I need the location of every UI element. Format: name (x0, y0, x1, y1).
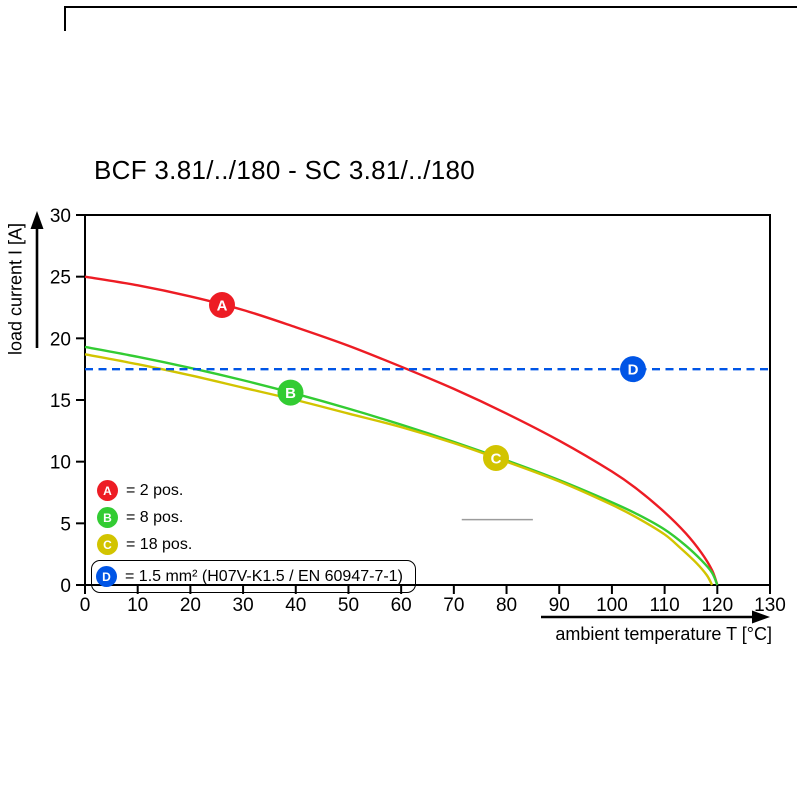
y-tick-label: 20 (50, 329, 71, 350)
x-tick-label: 70 (443, 595, 464, 616)
x-tick-label: 50 (338, 595, 359, 616)
y-tick-label: 10 (50, 453, 71, 474)
legend-item-a: A = 2 pos. (97, 477, 416, 504)
legend-marker-b: B (97, 507, 118, 528)
x-tick-label: 20 (180, 595, 201, 616)
legend-label-a: = 2 pos. (126, 481, 184, 499)
page-corner-mark (64, 6, 797, 31)
legend-label-c: = 18 pos. (126, 535, 193, 553)
curve-point-marker-D (620, 356, 646, 383)
legend-item-d: D = 1.5 mm² (H07V-K1.5 / EN 60947-7-1) (91, 560, 416, 593)
curve-point-marker-A (209, 292, 235, 319)
x-tick-label: 40 (285, 595, 306, 616)
legend-label-b: = 8 pos. (126, 508, 184, 526)
legend-item-b: B = 8 pos. (97, 504, 416, 531)
x-tick-label: 100 (596, 595, 628, 616)
curve-point-letter-D: D (628, 362, 639, 379)
x-axis-arrow-head (752, 610, 770, 624)
legend-item-c: C = 18 pos. (97, 531, 416, 558)
legend-marker-a: A (97, 480, 118, 501)
y-tick-label: 5 (60, 514, 71, 535)
y-axis-ticks: 0 5 10 15 20 25 30 (50, 206, 84, 597)
x-tick-label: 0 (80, 595, 91, 616)
x-tick-label: 10 (127, 595, 148, 616)
curve-point-marker-C (483, 444, 509, 471)
y-axis-arrow-head (30, 211, 44, 229)
x-tick-label: 80 (496, 595, 517, 616)
x-tick-label: 120 (701, 595, 733, 616)
x-tick-label: 30 (233, 595, 254, 616)
y-tick-label: 25 (50, 268, 71, 289)
x-tick-label: 90 (549, 595, 570, 616)
curve-point-letter-A: A (217, 298, 228, 315)
y-tick-label: 30 (50, 206, 71, 227)
x-tick-label: 110 (649, 595, 679, 616)
y-tick-label: 15 (50, 391, 71, 412)
chart-title: BCF 3.81/../180 - SC 3.81/../180 (94, 155, 476, 185)
x-axis-ticks: 0 10 20 30 40 50 60 70 80 90 100 110 120 130 (80, 586, 786, 616)
plot-frame (84, 214, 771, 586)
x-axis-label: ambient temperature T [°C] (555, 624, 772, 644)
y-axis-label: load current I [A] (5, 222, 26, 356)
x-tick-label: 60 (391, 595, 412, 616)
y-tick-label: 0 (60, 576, 71, 597)
legend-label-d: = 1.5 mm² (H07V-K1.5 / EN 60947-7-1) (125, 567, 403, 585)
curve-point-letter-C: C (491, 450, 502, 467)
legend: A = 2 pos. B = 8 pos. C = 18 pos. D = 1.… (91, 477, 416, 593)
legend-marker-c: C (97, 534, 118, 555)
x-tick-label: 130 (754, 595, 786, 616)
curve-point-letter-B: B (285, 385, 296, 402)
legend-marker-d: D (96, 566, 117, 587)
curve-point-marker-B (277, 379, 304, 406)
